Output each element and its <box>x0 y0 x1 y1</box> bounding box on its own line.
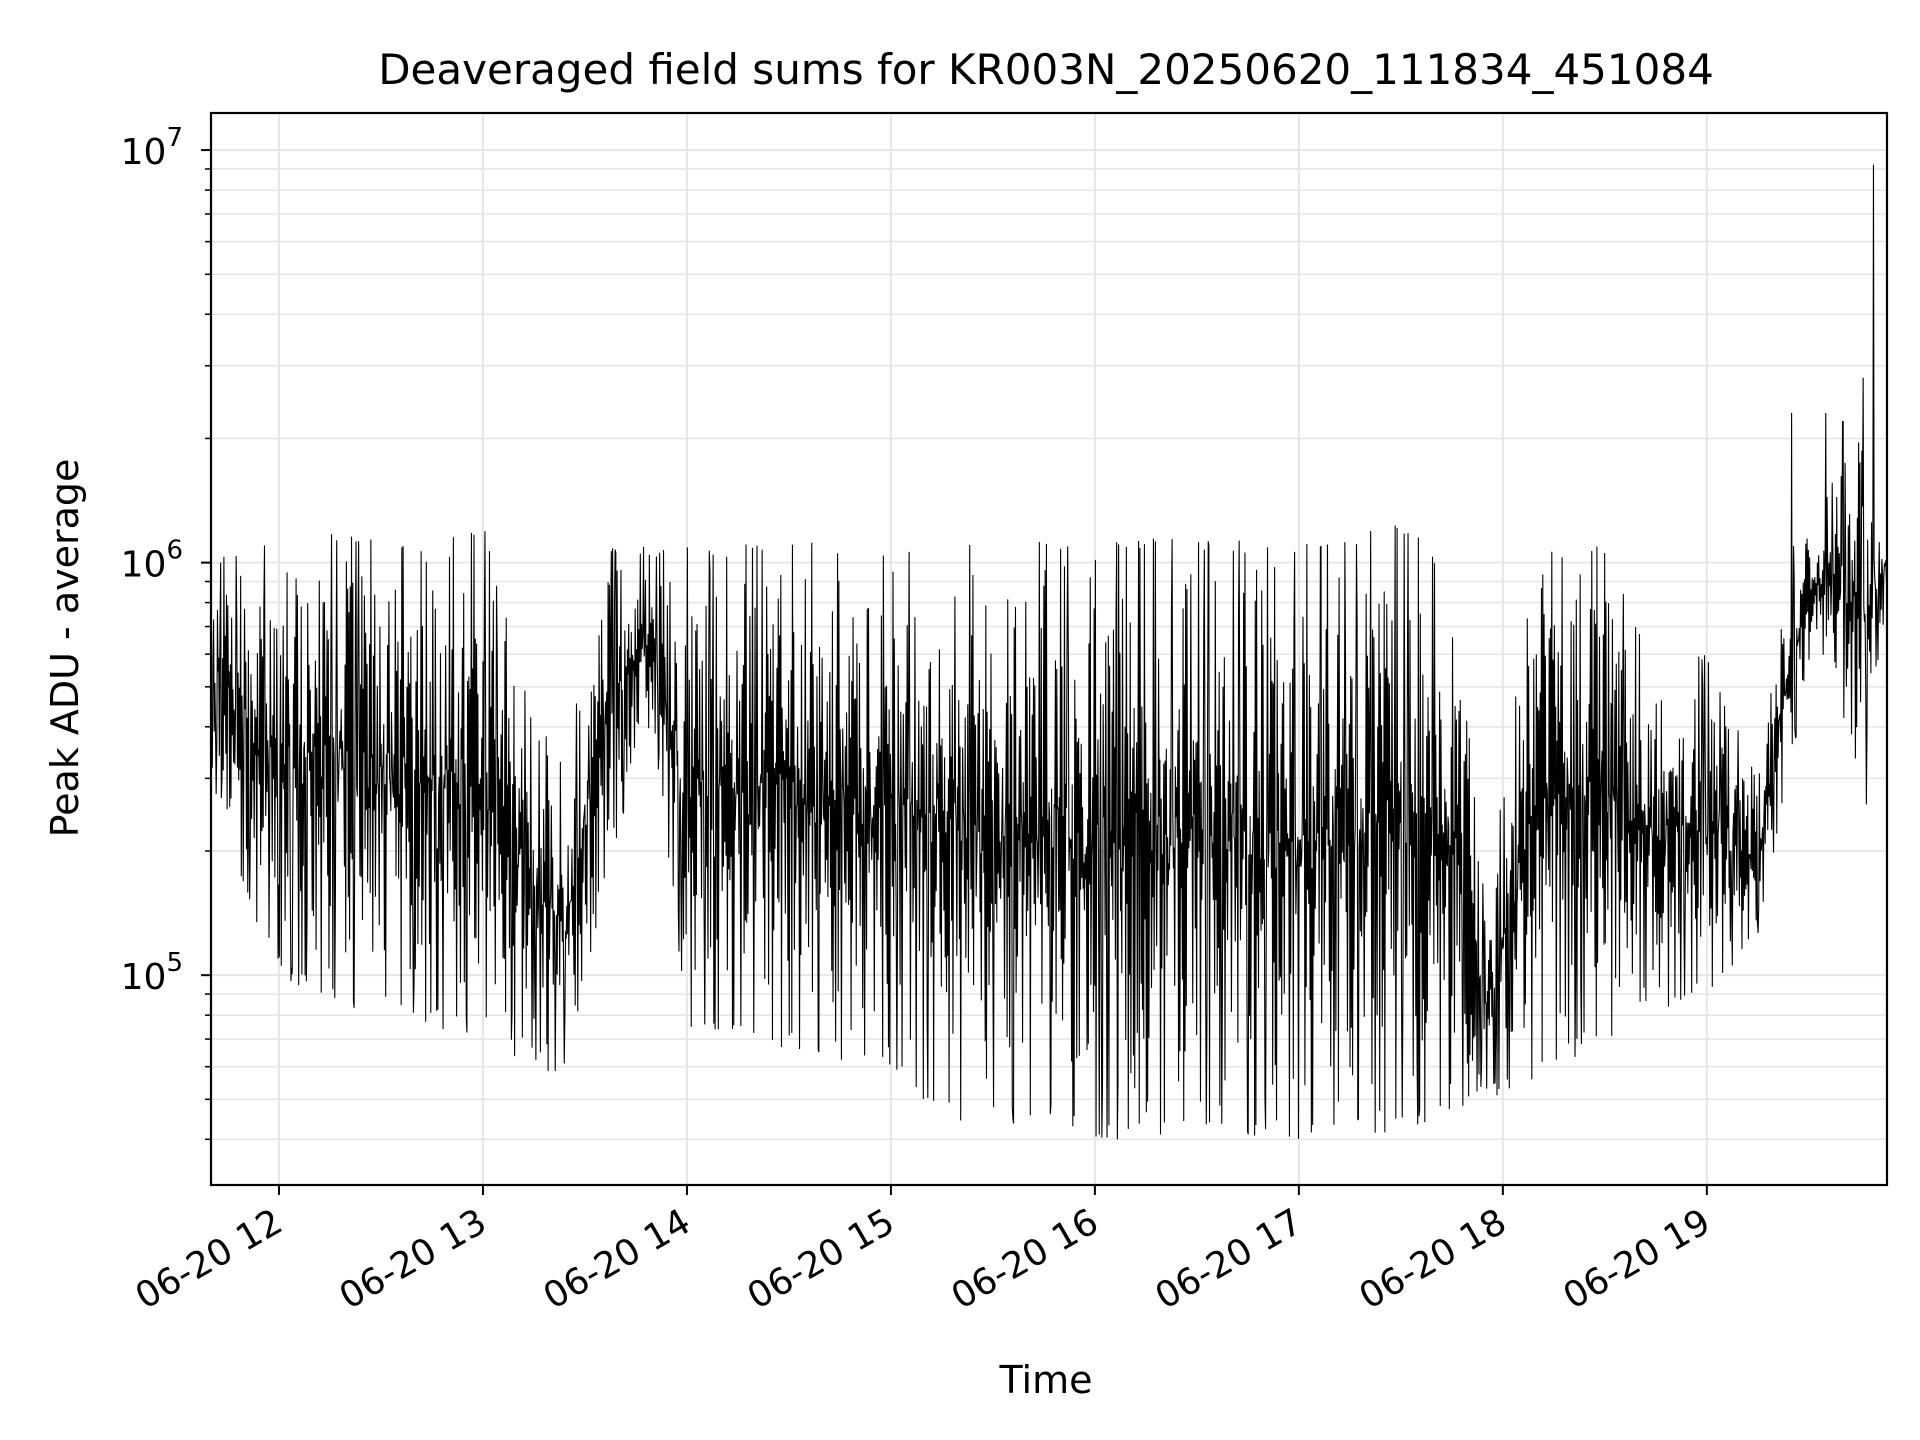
y-axis-label: Peak ADU - average <box>43 459 87 838</box>
series-line <box>210 164 1888 1140</box>
y-tick-base: 10 <box>121 545 167 586</box>
y-tick-base: 10 <box>121 957 167 998</box>
y-tick-exponent: 7 <box>166 123 183 153</box>
y-tick-base: 10 <box>121 132 167 173</box>
y-tick-exponent: 6 <box>166 536 183 566</box>
y-tick-label: 106 <box>121 536 183 586</box>
series-trace <box>210 164 1888 1140</box>
plot-frame <box>209 111 1889 1187</box>
x-axis-label: Time <box>999 1358 1093 1402</box>
y-tick-label: 107 <box>121 123 183 173</box>
chart-title: Deaveraged field sums for KR003N_2025062… <box>378 45 1714 94</box>
y-tick-exponent: 5 <box>166 948 183 978</box>
y-tick-label: 105 <box>121 948 183 998</box>
